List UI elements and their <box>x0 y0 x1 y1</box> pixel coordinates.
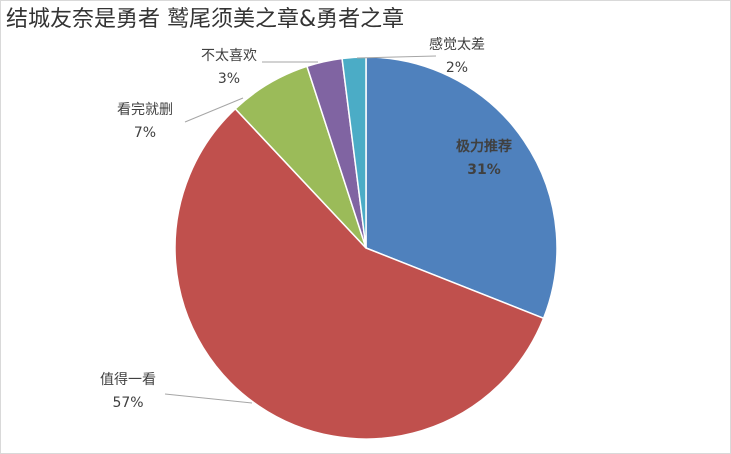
slice-label: 极力推荐 <box>456 138 512 155</box>
slice-value-label: 57% <box>112 395 143 411</box>
leader-line <box>356 55 437 59</box>
pie-slice <box>365 56 558 320</box>
slice-label: 感觉太差 <box>429 36 485 53</box>
slice-value-label: 7% <box>134 125 156 141</box>
slice-label: 不太喜欢 <box>201 48 257 64</box>
slice-value-label: 31% <box>467 162 501 178</box>
slice-value-label: 2% <box>446 60 468 76</box>
leader-line <box>184 97 244 123</box>
pie-slice <box>341 56 367 249</box>
slice-label: 看完就删 <box>117 102 173 118</box>
leader-line <box>164 393 253 404</box>
chart-title: 结城友奈是勇者 鹫尾须美之章&勇者之章 <box>6 7 404 32</box>
pie-slice <box>174 107 545 440</box>
slice-label: 值得一看 <box>100 371 156 388</box>
slice-value-label: 3% <box>218 71 240 87</box>
